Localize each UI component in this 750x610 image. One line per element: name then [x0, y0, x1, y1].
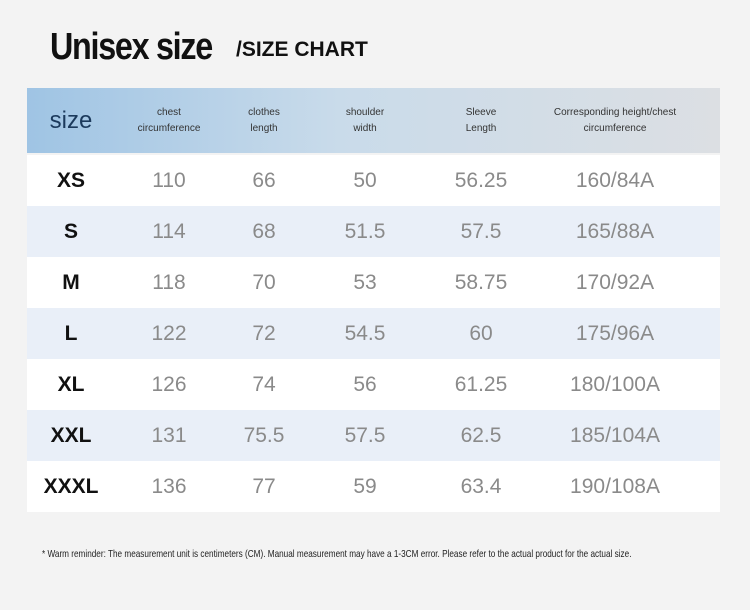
table-cell: 170/92A: [575, 270, 655, 294]
footnote: * Warm reminder: The measurement unit is…: [42, 548, 632, 560]
size-label: XXXL: [43, 474, 99, 498]
table-row: S 114 68 51.5 57.5 165/88A: [27, 206, 720, 257]
column-header: clothes length: [248, 106, 280, 134]
column-header: shoulder width: [345, 106, 385, 134]
table-cell: 122: [151, 321, 187, 345]
size-label: M: [62, 270, 80, 294]
column-header: Corresponding height/chest circumference: [553, 106, 677, 134]
table-row: XS 110 66 50 56.25 160/84A: [27, 155, 720, 206]
table-row: XL 126 74 56 61.25 180/100A: [27, 359, 720, 410]
table-header: size chest circumference clothes length sho…: [27, 88, 720, 153]
table-cell: 114: [152, 219, 186, 243]
table-cell: 118: [152, 270, 186, 294]
table-cell: 51.5: [344, 219, 386, 243]
table-cell: 57.5: [344, 423, 386, 447]
table-cell: 66: [252, 168, 276, 192]
table-cell: 56.25: [454, 168, 508, 192]
table-row: M 118 70 53 58.75 170/92A: [27, 257, 720, 308]
table-cell: 190/108A: [570, 474, 660, 498]
title: Unisex size: [50, 26, 213, 68]
table-cell: 175/96A: [575, 321, 655, 345]
subtitle: /SIZE CHART: [236, 38, 368, 61]
table-cell: 160/84A: [575, 168, 655, 192]
table-cell: 57.5: [460, 219, 502, 243]
table-cell: 185/104A: [570, 423, 660, 447]
table-cell: 110: [152, 168, 186, 192]
table-cell: 131: [151, 423, 187, 447]
table-cell: 56: [353, 372, 377, 396]
table-cell: 53: [353, 270, 377, 294]
column-header: size: [49, 106, 93, 134]
column-header: Sleeve Length: [465, 106, 497, 134]
table-row: XXL 131 75.5 57.5 62.5 185/104A: [27, 410, 720, 461]
table-cell: 72: [252, 321, 276, 345]
table-cell: 59: [353, 474, 377, 498]
table-cell: 126: [151, 372, 187, 396]
table-cell: 74: [252, 372, 276, 396]
size-label: S: [63, 219, 78, 243]
table-cell: 61.25: [454, 372, 508, 396]
table-cell: 60: [469, 321, 493, 345]
table-cell: 136: [151, 474, 187, 498]
table-cell: 180/100A: [570, 372, 660, 396]
size-table: size chest circumference clothes length sho…: [27, 88, 720, 512]
table-cell: 70: [252, 270, 276, 294]
table-cell: 63.4: [460, 474, 502, 498]
table-cell: 77: [252, 474, 276, 498]
table-cell: 58.75: [454, 270, 508, 294]
table-row: XXXL 136 77 59 63.4 190/108A: [27, 461, 720, 512]
size-label: L: [64, 321, 78, 345]
table-cell: 68: [252, 219, 276, 243]
table-cell: 62.5: [460, 423, 502, 447]
size-label: XS: [56, 168, 85, 192]
column-header: chest circumference: [137, 106, 201, 134]
table-cell: 54.5: [344, 321, 386, 345]
table-cell: 165/88A: [575, 219, 655, 243]
table-cell: 50: [353, 168, 377, 192]
table-row: L 122 72 54.5 60 175/96A: [27, 308, 720, 359]
size-label: XL: [57, 372, 85, 396]
table-cell: 75.5: [243, 423, 285, 447]
size-label: XXL: [50, 423, 92, 447]
